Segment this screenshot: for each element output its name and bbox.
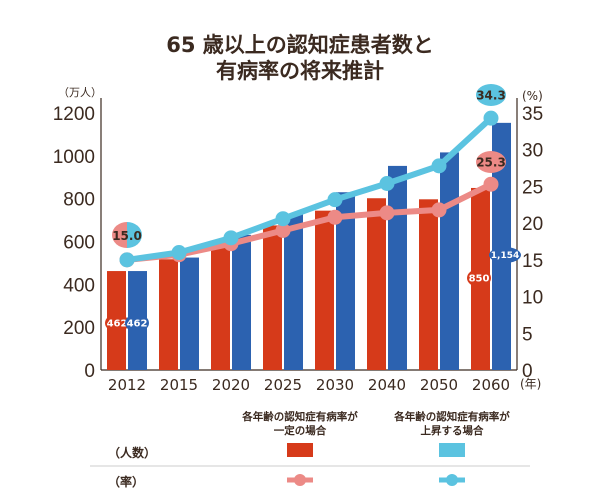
x-tick-label: 2020: [212, 376, 250, 394]
legend-rate-swatch-marker: [294, 474, 306, 486]
x-axis-unit: (年): [520, 377, 541, 391]
x-tick-label: 2012: [108, 376, 146, 394]
data-label-bar-constant-2012: 462: [107, 319, 128, 330]
bar-constant-rate: [159, 259, 178, 370]
data-label-bar-constant-2060: 850: [469, 274, 490, 285]
bar-rising-rate: [180, 257, 199, 370]
left-tick-label: 0: [84, 361, 95, 382]
point-rising-rate: [223, 230, 239, 246]
bar-constant-rate: [419, 199, 438, 370]
left-tick-label: 400: [63, 275, 95, 296]
left-tick-label: 800: [63, 190, 95, 211]
point-rising-rate: [275, 211, 291, 227]
x-tick-label: 2040: [368, 376, 406, 394]
legend-heading: 各年齢の認知症有病率が: [241, 410, 358, 423]
chart-title-line2: 有病率の将来推計: [216, 59, 384, 83]
data-label-rate-rising-2060: 34.3: [476, 88, 506, 102]
bar-rising-rate: [440, 152, 459, 370]
x-tick-label: 2060: [472, 376, 510, 394]
legend-row-count-label: （人数）: [108, 445, 156, 460]
bar-rising-rate: [284, 213, 303, 370]
x-tick-label: 2025: [264, 376, 302, 394]
x-tick-label: 2050: [420, 376, 458, 394]
point-constant-rate: [275, 222, 291, 238]
x-tick-label: 2030: [316, 376, 354, 394]
point-rising-rate: [483, 110, 499, 126]
data-label-bar-rising-2012-bg: [125, 314, 149, 332]
right-tick-label: 0: [522, 361, 533, 382]
legend-heading: 各年齢の認知症有病率が: [393, 410, 510, 423]
bar-constant-rate: [367, 198, 386, 370]
right-tick-label: 10: [522, 288, 543, 309]
point-rising-rate: [119, 252, 135, 268]
right-tick-label: 15: [522, 251, 543, 272]
legend-heading: 上昇する場合: [421, 424, 484, 437]
data-label-bar-rising-2060-bg: [489, 247, 521, 263]
chart-title-line1: 65 歳以上の認知症患者数と: [166, 33, 434, 57]
right-tick-label: 5: [522, 324, 533, 345]
legend-count-swatch: [287, 443, 313, 457]
left-tick-label: 1200: [53, 104, 95, 125]
bar-constant-rate: [263, 225, 282, 370]
bar-constant-rate: [315, 210, 334, 370]
left-tick-label: 1000: [53, 147, 95, 168]
point-constant-rate: [483, 176, 499, 192]
point-constant-rate: [379, 205, 395, 221]
bar-constant-rate: [211, 241, 230, 370]
data-label-bar-constant-2060-bg: [467, 269, 491, 287]
data-label-rate-2012: 15.0: [112, 229, 142, 243]
right-tick-label: 20: [522, 214, 543, 235]
rate-label-2012-bg-right: [127, 222, 142, 248]
bar-rising-rate: [336, 192, 355, 370]
data-label-rate-constant-2060: 25.3: [476, 155, 506, 169]
rate-label-2012-bg-left: [112, 222, 127, 248]
data-label-rate-constant-2060-bg: [476, 151, 506, 173]
left-axis-unit: （万人）: [58, 86, 102, 99]
point-rising-rate: [379, 175, 395, 191]
right-tick-label: 25: [522, 177, 543, 198]
data-label-bar-constant-2012-bg: [105, 314, 129, 332]
point-constant-rate: [327, 209, 343, 225]
left-tick-label: 200: [63, 318, 95, 339]
legend-count-swatch: [439, 443, 465, 457]
data-label-rate-rising-2060-bg: [476, 84, 506, 106]
point-constant-rate: [431, 202, 447, 218]
x-tick-label: 2015: [160, 376, 198, 394]
data-label-bar-rising-2060: 1,154: [491, 251, 519, 261]
line-rising-rate: [126, 115, 494, 263]
point-rising-rate: [431, 158, 447, 174]
right-tick-label: 30: [522, 141, 543, 162]
bar-rising-rate: [232, 234, 251, 370]
legend-rate-swatch-marker: [446, 474, 458, 486]
legend-row-rate-label: （率）: [108, 474, 144, 489]
left-tick-label: 600: [63, 233, 95, 254]
right-axis-unit: (%): [522, 89, 543, 103]
data-label-bar-rising-2012: 462: [127, 319, 148, 330]
legend-heading: 一定の場合: [274, 424, 327, 437]
right-tick-label: 35: [522, 104, 543, 125]
point-rising-rate: [327, 192, 343, 208]
bar-rising-rate: [388, 165, 407, 370]
point-rising-rate: [171, 245, 187, 261]
